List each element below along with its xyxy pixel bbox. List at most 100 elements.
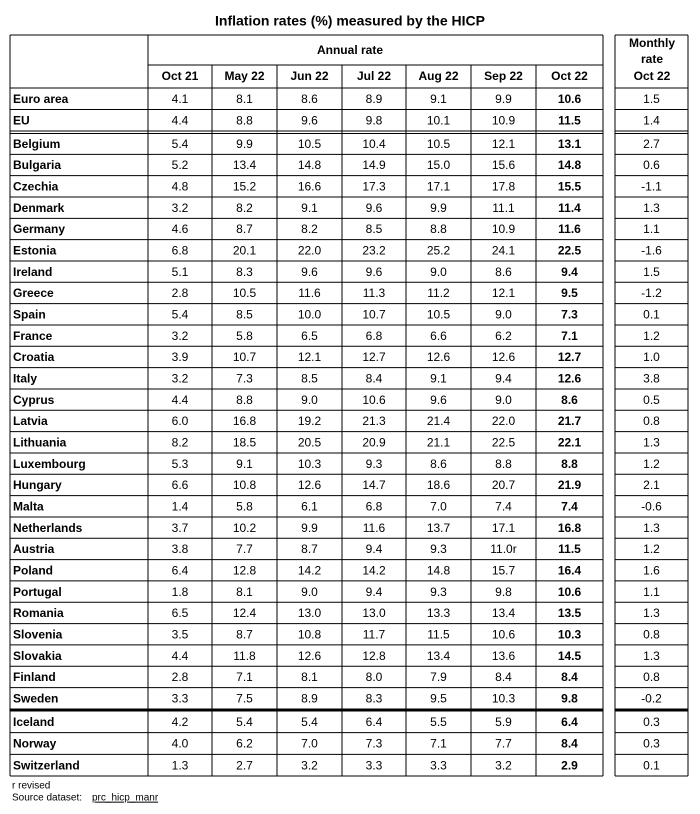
annual-rate: 7.7	[495, 737, 512, 751]
annual-rate: 9.6	[430, 393, 447, 407]
annual-rate: 12.6	[298, 478, 322, 492]
annual-rate: 10.9	[492, 113, 516, 127]
annual-rate: 10.5	[427, 137, 451, 151]
annual-rate: 12.4	[233, 606, 257, 620]
annual-rate: 8.8	[236, 393, 253, 407]
annual-rate: 11.6	[558, 222, 581, 236]
country: Czechia	[13, 179, 59, 193]
annual-rate: 11.2	[427, 286, 450, 300]
annual-rate: 19.2	[298, 414, 322, 428]
annual-rate: 14.8	[558, 158, 582, 172]
annual-rate: 8.7	[236, 627, 253, 641]
annual-rate: 9.5	[561, 286, 578, 300]
monthly-rate: 1.1	[643, 222, 660, 236]
country: Latvia	[13, 414, 48, 428]
annual-rate: 6.6	[172, 478, 189, 492]
annual-rate: 9.4	[561, 265, 578, 279]
annual-rate: 12.8	[362, 649, 386, 663]
annual-rate: 8.1	[236, 92, 253, 106]
monthly-rate: 3.8	[643, 371, 660, 385]
annual-rate: 9.3	[430, 585, 447, 599]
monthly-rate: 1.1	[643, 585, 660, 599]
annual-rate: 8.7	[301, 542, 318, 556]
annual-rate: 6.4	[366, 715, 383, 729]
annual-rate: 3.8	[172, 542, 189, 556]
country: Romania	[13, 606, 64, 620]
annual-rate: 15.6	[492, 158, 516, 172]
annual-rate: 7.1	[430, 737, 447, 751]
country: Cyprus	[13, 393, 55, 407]
annual-rate: 17.1	[492, 521, 516, 535]
country: Malta	[13, 499, 44, 513]
annual-rate: 5.3	[172, 457, 189, 471]
annual-rate: 4.4	[172, 649, 189, 663]
monthly-rate: 1.0	[643, 350, 660, 364]
annual-rate: 12.1	[492, 137, 516, 151]
column-header: May 22	[224, 69, 264, 83]
monthly-rate: 0.5	[643, 393, 660, 407]
monthly-rate: 1.3	[643, 649, 660, 663]
annual-rate: 11.5	[427, 627, 450, 641]
annual-rate: 5.8	[236, 499, 253, 513]
annual-rate: 10.8	[233, 478, 257, 492]
source-label: Source dataset:	[12, 793, 82, 804]
annual-rate: 10.0	[298, 307, 322, 321]
annual-rate: 3.3	[366, 758, 383, 772]
annual-rate: 9.0	[301, 393, 318, 407]
annual-rate: 9.0	[495, 393, 512, 407]
annual-rate: 11.5	[558, 542, 581, 556]
country: Austria	[13, 542, 55, 556]
country: Poland	[13, 563, 53, 577]
annual-rate: 11.0r	[490, 542, 516, 556]
source-link[interactable]: prc_hicp_manr	[92, 793, 159, 804]
monthly-rate: 1.6	[643, 563, 660, 577]
annual-rate: 18.6	[427, 478, 451, 492]
annual-rate: 9.3	[430, 542, 447, 556]
annual-rate: 9.0	[495, 307, 512, 321]
annual-rate: 7.5	[236, 691, 253, 705]
annual-rate: 6.4	[561, 715, 578, 729]
country: EU	[13, 113, 30, 127]
annual-rate: 22.5	[558, 243, 582, 257]
annual-rate: 14.5	[558, 649, 582, 663]
annual-rate: 13.4	[427, 649, 451, 663]
annual-rate: 24.1	[492, 243, 516, 257]
annual-rate: 11.4	[558, 201, 581, 215]
annual-rate: 13.1	[558, 137, 582, 151]
annual-rate: 4.6	[172, 222, 189, 236]
monthly-rate: -0.6	[641, 499, 662, 513]
annual-rate: 6.0	[172, 414, 189, 428]
monthly-rate: 0.1	[643, 307, 660, 321]
annual-rate: 14.9	[362, 158, 386, 172]
annual-rate: 11.8	[233, 649, 256, 663]
annual-rate: 8.2	[301, 222, 318, 236]
annual-rate: 8.8	[495, 457, 512, 471]
annual-rate: 10.6	[362, 393, 386, 407]
annual-rate: 12.6	[558, 371, 582, 385]
annual-rate: 10.8	[298, 627, 322, 641]
annual-rate: 21.3	[362, 414, 386, 428]
annual-rate: 7.7	[236, 542, 253, 556]
annual-rate: 4.4	[172, 393, 189, 407]
annual-rate: 7.3	[366, 737, 383, 751]
annual-rate: 8.4	[561, 670, 578, 684]
monthly-rate: 1.3	[643, 435, 660, 449]
annual-rate: 9.3	[366, 457, 383, 471]
annual-rate: 5.2	[172, 158, 189, 172]
country: Slovenia	[13, 627, 63, 641]
annual-rate: 4.4	[172, 113, 189, 127]
country: Spain	[13, 307, 46, 321]
annual-rate: 7.0	[430, 499, 447, 513]
annual-rate: 7.1	[236, 670, 253, 684]
annual-rate: 2.9	[561, 758, 578, 772]
annual-rate: 8.5	[366, 222, 383, 236]
annual-rate: 5.5	[430, 715, 447, 729]
annual-rate: 6.4	[172, 563, 189, 577]
annual-rate: 3.2	[172, 371, 189, 385]
monthly-rate: 1.3	[643, 606, 660, 620]
monthly-rate: 1.2	[643, 329, 660, 343]
monthly-rate: -1.2	[641, 286, 662, 300]
annual-rate: 9.4	[495, 371, 512, 385]
annual-rate: 21.4	[427, 414, 451, 428]
